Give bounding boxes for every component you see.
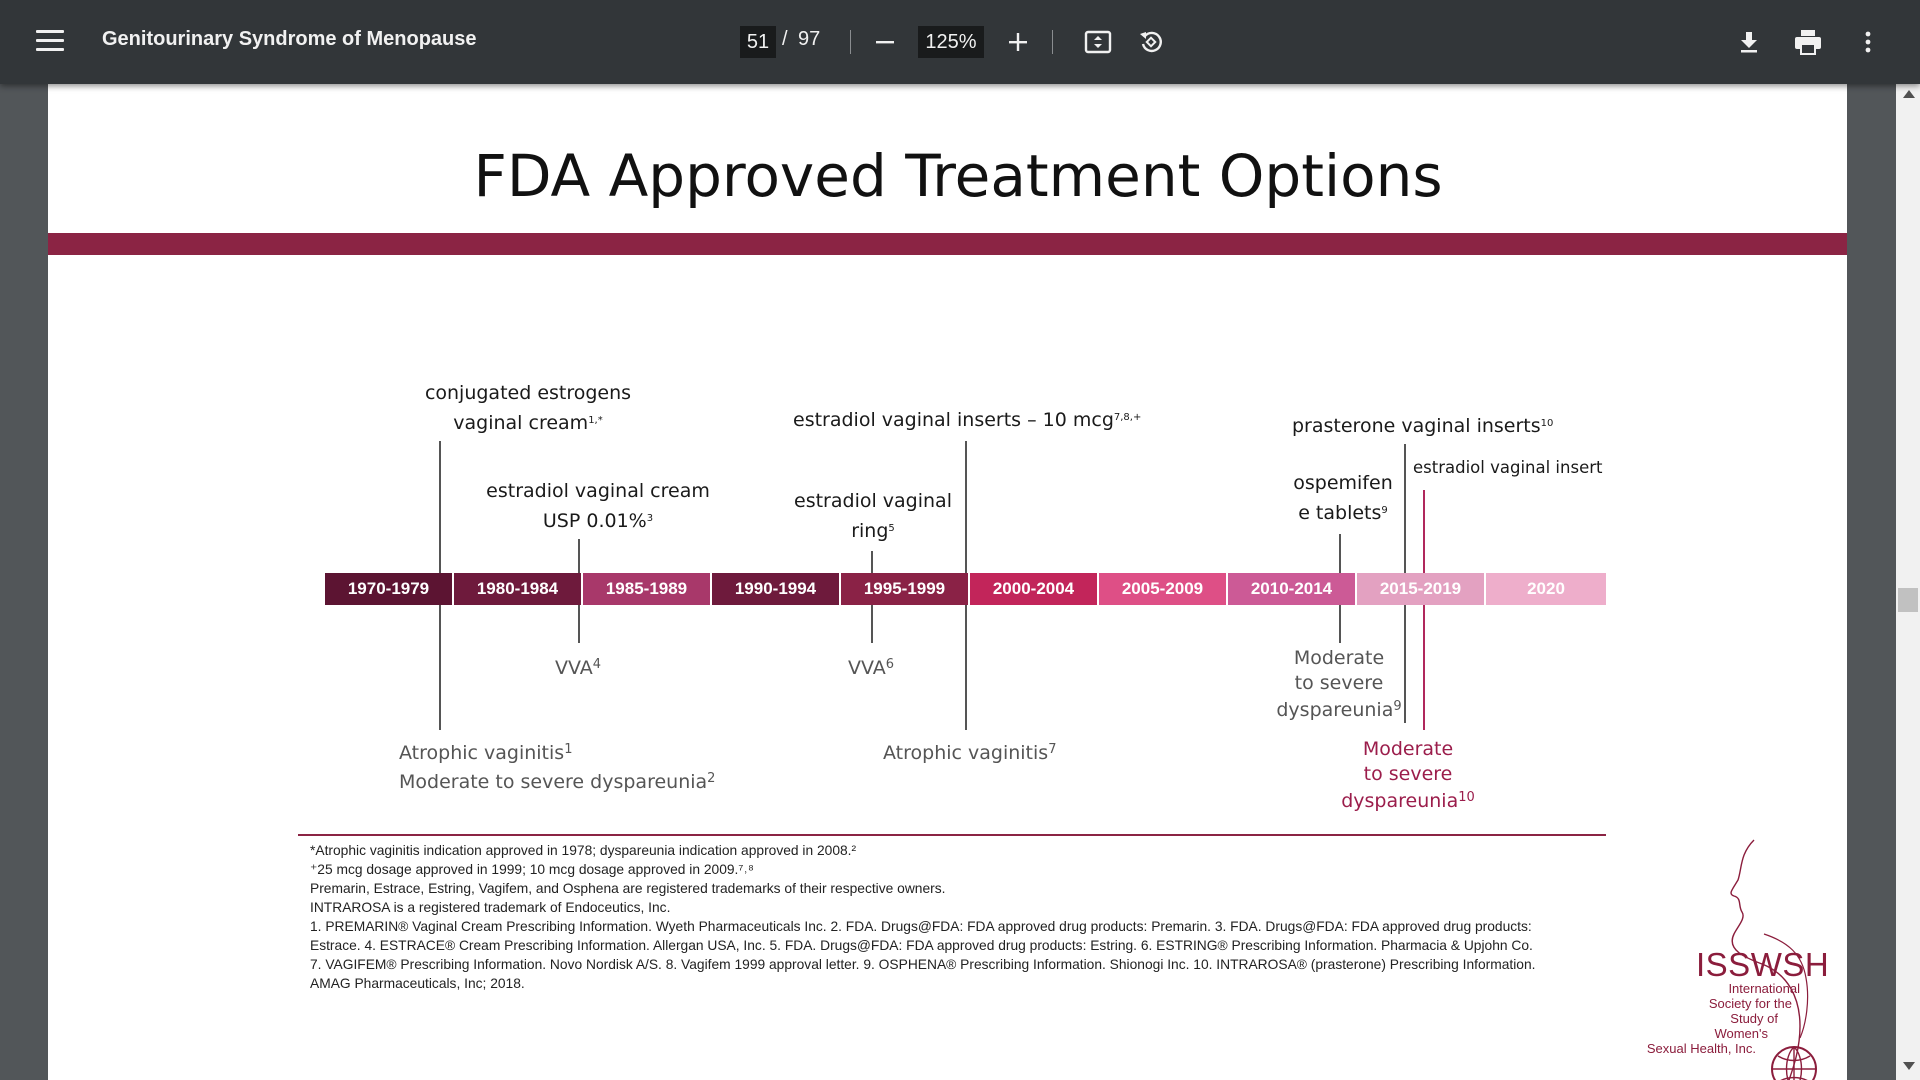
label-estradiol-vaginal-cream: estradiol vaginal cream USP 0.01%3 <box>486 480 710 532</box>
footnote-line: 7. VAGIFEM® Prescribing Information. Nov… <box>310 957 1536 972</box>
timeline-segment: 1995-1999 <box>841 573 968 605</box>
label-below-1978: Atrophic vaginitis1 Moderate to severe d… <box>399 742 716 793</box>
print-button[interactable] <box>1788 22 1828 62</box>
document-title: Genitourinary Syndrome of Menopause <box>102 28 477 50</box>
page-separator: / <box>782 28 788 50</box>
label-estradiol-vaginal-ring: estradiol vaginal ring5 <box>794 490 952 542</box>
zoom-in-icon <box>1009 33 1027 51</box>
pdf-page: FDA Approved Treatment Options conjugate… <box>48 84 1847 1080</box>
zoom-input[interactable]: 125% <box>918 26 984 58</box>
label-below-2000: Atrophic vaginitis7 <box>883 742 1057 764</box>
timeline-segment: 2015-2019 <box>1357 573 1484 605</box>
label-ospemifene-tablets: ospemifen e tablets9 <box>1293 472 1393 524</box>
fit-page-icon <box>1084 30 1112 54</box>
vertical-scrollbar[interactable] <box>1896 84 1920 1080</box>
print-icon <box>1795 30 1821 55</box>
label-prasterone-vaginal-inserts: prasterone vaginal inserts10 <box>1292 415 1554 437</box>
page-number-input[interactable]: 51 <box>740 26 776 58</box>
zoom-in-button[interactable] <box>998 22 1038 62</box>
toolbar-divider <box>850 30 851 54</box>
footnote-line: AMAG Pharmaceuticals, Inc; 2018. <box>310 976 525 991</box>
more-options-button[interactable] <box>1848 22 1888 62</box>
footnote-line: Premarin, Estrace, Estring, Vagifem, and… <box>310 881 946 896</box>
timeline-segment: 1985-1989 <box>583 573 710 605</box>
label-below-2013: Moderate to severe dyspareunia9 <box>1276 647 1402 721</box>
isswsh-logo-figure-icon <box>1730 839 1817 1080</box>
footnote-rule <box>298 834 1606 836</box>
title-accent-bar <box>48 233 1847 255</box>
footnote-line: INTRAROSA is a registered trademark of E… <box>310 900 671 915</box>
pdf-toolbar: Genitourinary Syndrome of Menopause 51 /… <box>0 0 1920 84</box>
menu-icon[interactable] <box>36 30 64 54</box>
label-below-vva-1984: VVA4 <box>555 657 602 679</box>
scroll-up-arrow-icon[interactable] <box>1903 90 1915 98</box>
timeline-segment: 2000-2004 <box>970 573 1097 605</box>
label-conjugated-estrogens: conjugated estrogens vaginal cream1,* <box>424 382 632 434</box>
footnote-line: *Atrophic vaginitis indication approved … <box>310 843 857 858</box>
zoom-out-icon <box>876 41 894 44</box>
fit-page-button[interactable] <box>1078 22 1118 62</box>
logo-acronym: ISSWSH <box>1696 946 1830 983</box>
download-button[interactable] <box>1729 22 1769 62</box>
scroll-down-arrow-icon[interactable] <box>1903 1062 1915 1070</box>
timeline-segment: 2005-2009 <box>1099 573 1226 605</box>
footnotes: *Atrophic vaginitis indication approved … <box>310 841 1535 993</box>
toolbar-divider <box>1052 30 1053 54</box>
slide-title: FDA Approved Treatment Options <box>473 142 1443 210</box>
total-pages: 97 <box>798 28 821 50</box>
label-below-vva-1996: VVA6 <box>848 657 895 679</box>
footnote-line: Estrace. 4. ESTRACE® Cream Prescribing I… <box>310 938 1533 953</box>
timeline-segment: 2010-2014 <box>1228 573 1355 605</box>
zoom-out-button[interactable] <box>865 22 905 62</box>
footnote-line: ⁺25 mcg dosage approved in 1999; 10 mcg … <box>310 862 754 877</box>
download-icon <box>1741 32 1757 53</box>
timeline-segment: 1990-1994 <box>712 573 839 605</box>
scrollbar-thumb[interactable] <box>1898 588 1918 612</box>
timeline-segment: 2020 <box>1486 573 1606 605</box>
more-icon <box>1865 31 1871 53</box>
footnote-line: 1. PREMARIN® Vaginal Cream Prescribing I… <box>310 919 1532 934</box>
timeline-segment: 1980-1984 <box>454 573 581 605</box>
rotate-button[interactable] <box>1131 22 1171 62</box>
connector-line-2018 <box>1423 490 1425 730</box>
label-estradiol-vaginal-inserts: estradiol vaginal inserts – 10 mcg7,8,+ <box>793 409 1142 431</box>
logo-organization-name: International Society for the Study of W… <box>1646 981 1800 1056</box>
label-below-2016: Moderate to severe dyspareunia10 <box>1341 738 1475 812</box>
timeline-segment: 1970-1979 <box>325 573 452 605</box>
rotate-icon <box>1140 31 1162 53</box>
label-estradiol-vaginal-insert: estradiol vaginal insert <box>1413 458 1603 477</box>
